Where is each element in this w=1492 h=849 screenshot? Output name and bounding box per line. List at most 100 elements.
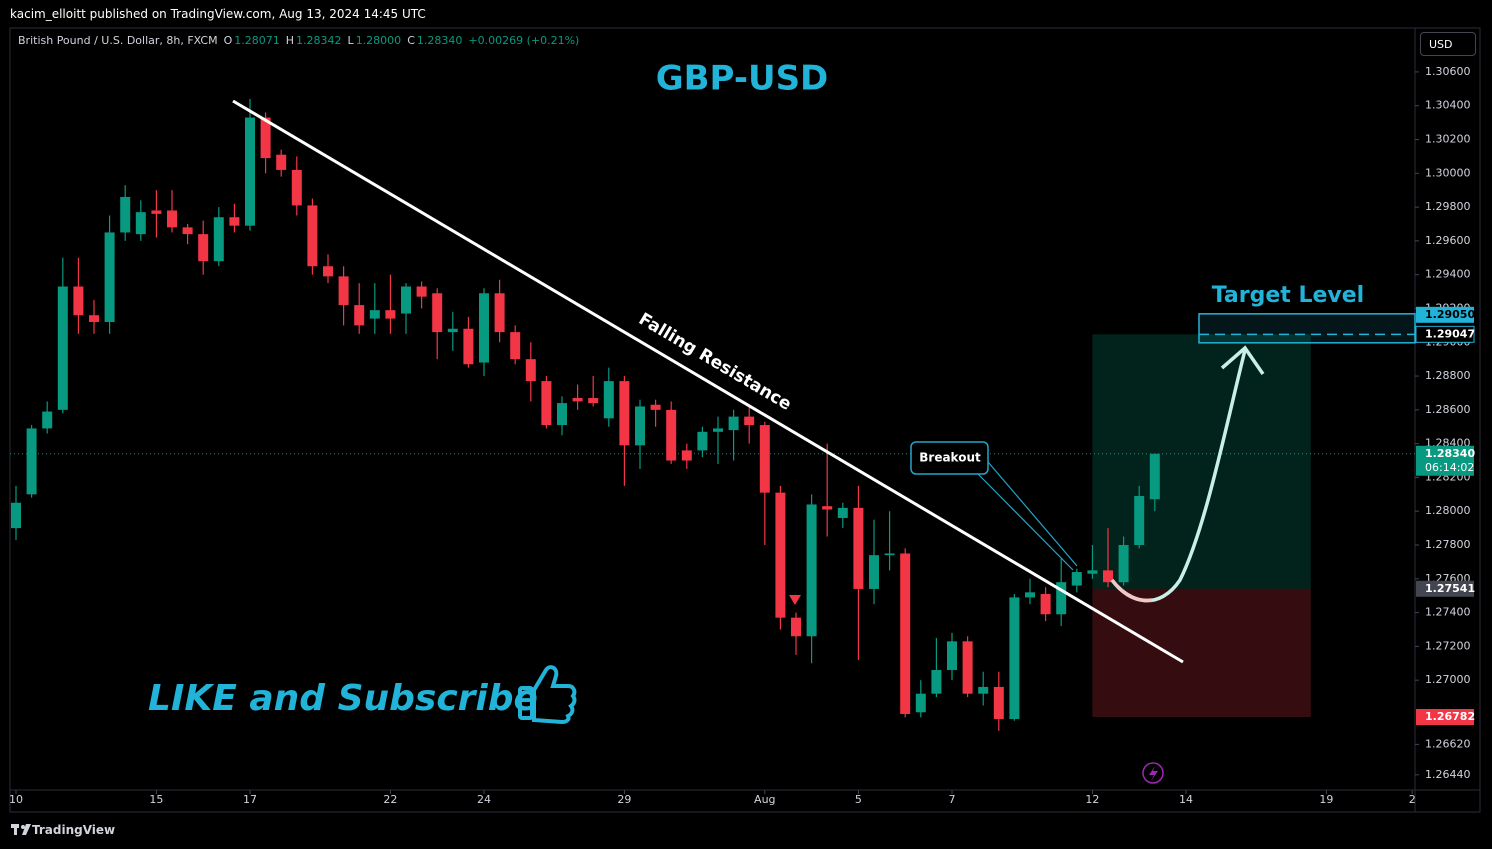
y-tick-label: 1.28000 [1425, 504, 1471, 517]
x-tick-label: 10 [9, 793, 23, 806]
price-label-bg [1416, 445, 1474, 476]
event-bolt [1149, 766, 1158, 781]
candle-body [245, 117, 255, 226]
candle-body [1087, 570, 1098, 574]
candle-body [666, 409, 677, 461]
y-tick-label: 1.26620 [1425, 737, 1471, 750]
x-tick-label: 19 [1319, 793, 1333, 806]
candle-body [603, 381, 614, 419]
candle-body [541, 381, 552, 426]
candle-body [1040, 594, 1051, 615]
candle-body [962, 641, 973, 694]
y-tick-label: 1.27800 [1425, 538, 1471, 551]
candle-body [11, 502, 21, 529]
loss-zone [1092, 588, 1311, 718]
candle-body [884, 553, 895, 556]
x-tick-label: 14 [1179, 793, 1193, 806]
callout-pointer [977, 473, 1074, 571]
marks: 1.30600 1.30400 1.30200 1.30000 1.29800 1.296… [9, 65, 1475, 806]
x-tick-label: Aug [754, 793, 775, 806]
candle-body [915, 693, 926, 713]
candle-body [775, 492, 786, 618]
candle-body [1118, 545, 1129, 583]
legend-key: H [285, 34, 295, 47]
candle-body [104, 232, 115, 322]
candle-body [494, 293, 505, 333]
price-label: 1.29050 [1425, 308, 1475, 321]
price-label: 1.27541 [1425, 582, 1475, 595]
candle-body [869, 555, 879, 589]
callout-pointer [987, 461, 1078, 567]
legend-value: 1.28000 [355, 34, 402, 47]
y-tick-label: 1.27400 [1425, 606, 1471, 619]
legend-change: +0.00269 (+0.21%) [468, 34, 580, 47]
breakout-label: Breakout [919, 451, 981, 465]
currency-button[interactable]: USD [1420, 32, 1476, 56]
thumb-icon [518, 665, 577, 725]
candle-body [401, 286, 411, 314]
tv-logo [11, 824, 31, 835]
candle-body [432, 293, 443, 333]
candle-body [479, 293, 489, 363]
symbol: British Pound / U.S. Dollar, 8h, FXCM [18, 34, 218, 47]
candle-body [588, 398, 599, 404]
y-tick-label: 1.28800 [1425, 369, 1471, 382]
price-label-bg [1416, 709, 1474, 726]
signal-marker [789, 595, 801, 605]
candle-body [557, 403, 567, 426]
projection-arrow-start [1110, 578, 1153, 603]
candle-body [822, 506, 833, 510]
candle-body [900, 553, 911, 714]
y-tick-label: 1.29800 [1425, 200, 1471, 213]
candle-body [354, 305, 365, 326]
candle-body [650, 404, 661, 410]
candle-body [978, 686, 989, 694]
legend-key: O [223, 34, 233, 47]
publisher-line: kacim_elloitt published on TradingView.c… [10, 7, 426, 21]
price-label: 1.28340 [1425, 447, 1475, 460]
candle-body [338, 276, 349, 306]
legend-key: C [407, 34, 415, 47]
candle-body [510, 332, 521, 360]
candle-body [213, 217, 224, 262]
candle-body [42, 411, 53, 429]
candle-body [73, 286, 84, 316]
event-icon [1142, 762, 1164, 784]
x-tick-label: 29 [617, 793, 631, 806]
candle-body [525, 359, 536, 382]
candle-body [385, 310, 396, 319]
legend-value: 1.28342 [296, 34, 342, 47]
candle-body [806, 504, 817, 637]
breakout-callout [910, 441, 989, 475]
y-tick-label: 1.27200 [1425, 639, 1471, 652]
candle-body [619, 381, 630, 446]
candle-body [681, 450, 692, 461]
cta-text: LIKE and Subscribe [148, 678, 538, 719]
target-label: Target Level [1212, 283, 1364, 308]
candle-body [697, 431, 708, 451]
price-label: 1.29047 [1425, 327, 1475, 340]
price-label-bg [1416, 580, 1474, 597]
price-label-bg [1415, 325, 1475, 343]
symbol-legend: British Pound / U.S. Dollar, 8h, FXCM O 1.… [18, 34, 585, 47]
x-tick-label: 17 [243, 793, 257, 806]
candle-body [135, 212, 146, 235]
candle-body [463, 328, 474, 365]
y-tick-label: 1.30200 [1425, 133, 1471, 146]
trend-line [232, 99, 1184, 664]
y-tick-label: 1.30000 [1425, 166, 1471, 179]
candle-body [572, 398, 583, 402]
candle-body [947, 641, 957, 671]
y-tick-label: 1.29600 [1425, 234, 1471, 247]
x-tick-label: 22 [383, 793, 397, 806]
x-tick-label: 24 [477, 793, 491, 806]
price-countdown: 06:14:02 [1425, 461, 1474, 474]
candle-body [744, 416, 755, 426]
candle-body [759, 425, 770, 493]
y-tick-label: 1.30600 [1425, 65, 1471, 78]
candle-body [853, 507, 864, 589]
candle-body [416, 286, 427, 297]
candle-body [89, 315, 99, 322]
